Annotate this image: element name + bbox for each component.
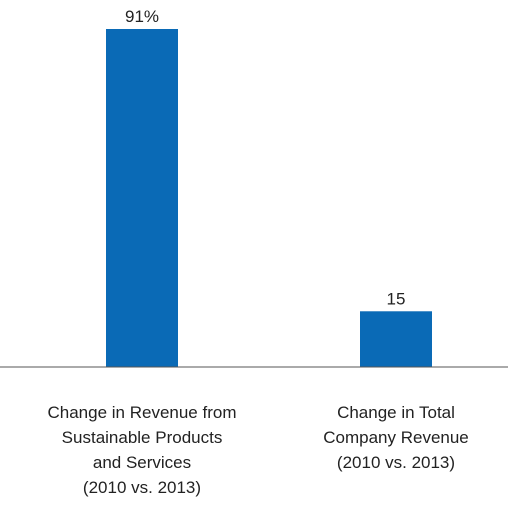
bar-2 xyxy=(360,311,432,367)
category-label-1: Change in Revenue from Sustainable Produc… xyxy=(47,403,236,497)
category-label-line: (2010 vs. 2013) xyxy=(83,478,201,497)
data-labels-group: 91% 15 xyxy=(125,7,405,308)
category-label-line: Company Revenue xyxy=(323,428,469,447)
category-label-2: Change in Total Company Revenue (2010 vs. … xyxy=(323,403,469,472)
bars-group xyxy=(106,29,432,367)
category-labels-group: Change in Revenue from Sustainable Produc… xyxy=(47,403,468,497)
data-label-1: 91% xyxy=(125,7,159,26)
category-label-line: Change in Total xyxy=(337,403,455,422)
bar-1 xyxy=(106,29,178,367)
category-label-line: Change in Revenue from xyxy=(47,403,236,422)
category-label-line: Sustainable Products xyxy=(62,428,223,447)
category-label-line: (2010 vs. 2013) xyxy=(337,453,455,472)
data-label-2: 15 xyxy=(387,289,406,308)
category-label-line: and Services xyxy=(93,453,191,472)
